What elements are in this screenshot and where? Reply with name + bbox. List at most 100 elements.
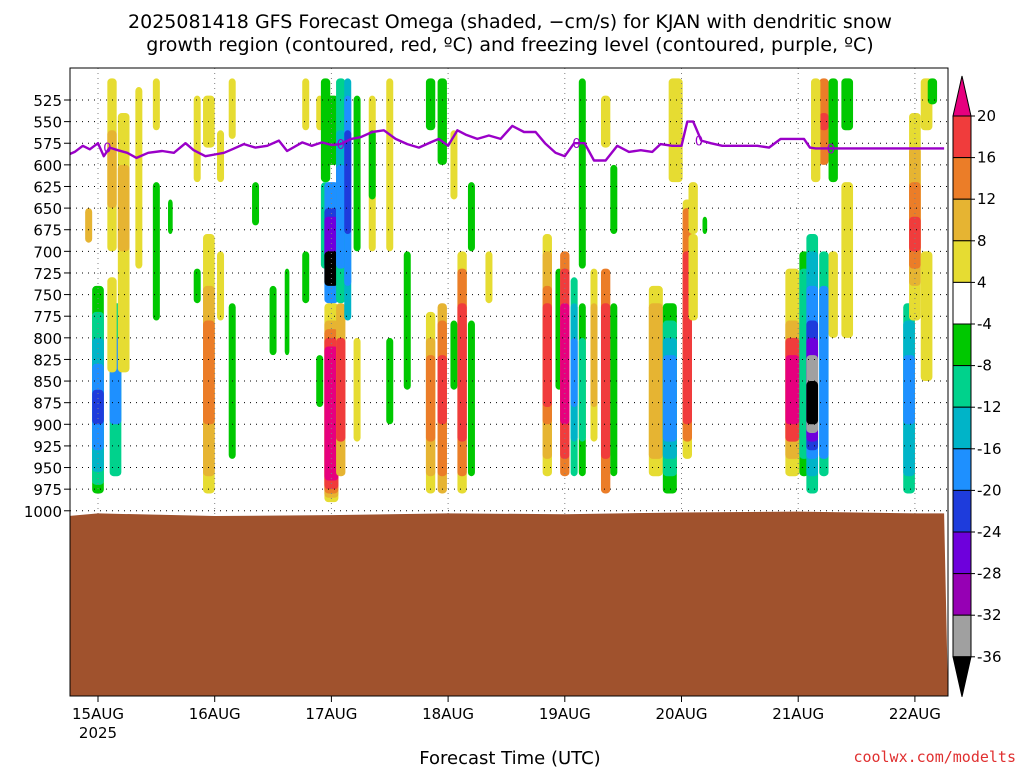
omega-shade-24-0 [403,251,411,390]
chart-title-line2: growth region (contoured, red, ºC) and f… [146,34,873,56]
omega-shade-30-0 [485,251,493,304]
omega-shade-21-1 [353,337,361,442]
x-tick-label-19AUG: 19AUG [539,705,591,723]
x-tick-label-18AUG: 18AUG [422,705,474,723]
y-tick-label-650: 650 [33,200,62,218]
colorbar-label--20: -20 [977,481,1002,499]
omega-shade-48-1 [819,112,829,131]
omega-shade-35-2 [578,337,586,442]
omega-shade-49-0 [811,78,821,183]
omega-shade-19-2 [336,164,346,269]
omega-shade-25-0 [425,78,436,131]
omega-shade-14-0 [284,268,290,356]
freezing-level-label-0: 0 [103,142,111,157]
freezing-level-label-1: 0 [337,138,345,153]
x-axis: 15AUG 16AUG 17AUG 18AUG 19AUG 20AUG 21AUG 22AUG [72,696,941,723]
y-tick-label-525: 525 [33,92,62,110]
omega-shade-38-1 [610,303,618,477]
omega-shading [85,78,938,503]
omega-shade-42-0 [688,182,698,235]
colorbar-swatch-12 [952,573,972,616]
omega-shade-10-0 [217,130,225,183]
omega-shade-11-0 [228,78,236,139]
colorbar-label-16: 16 [977,149,996,167]
omega-shade-27-1 [450,320,458,390]
omega-shade-7-0 [168,199,173,235]
colorbar-label-20: 20 [977,107,996,125]
y-tick-label-575: 575 [33,135,62,153]
y-tick-label-800: 800 [33,330,62,348]
y-tick-label-975: 975 [33,481,62,499]
omega-shade-21-0 [353,95,361,252]
freezing-level-label-4: 0 [827,142,835,157]
colorbar-label-4: 4 [977,273,987,291]
colorbar-top-arrow [952,75,972,117]
omega-shade-10-1 [217,251,225,321]
omega-shade-18-0 [324,95,339,165]
omega-shade-25-3 [425,355,436,442]
x-axis-year: 2025 [79,724,117,742]
chart-title-line1: 2025081418 GFS Forecast Omega (shaded, −… [128,11,892,33]
colorbar-swatch-1 [952,115,972,159]
omega-shade-6-1 [152,182,160,321]
omega-shade-52-2 [903,355,915,425]
omega-shade-20-2 [344,130,352,235]
colorbar-bottom-arrow [952,656,972,697]
colorbar-swatch-11 [952,531,972,575]
omega-shade-22-1 [368,130,376,200]
y-tick-label-725: 725 [33,265,62,283]
omega-shade-36-1 [590,303,598,408]
omega-shade-8-0 [193,95,201,183]
x-axis-label: Forecast Time (UTC) [419,748,600,768]
x-tick-label-21AUG: 21AUG [772,705,824,723]
omega-shade-37-2 [600,303,611,459]
omega-shade-13-0 [269,285,277,356]
colorbar-swatch-7 [952,365,972,408]
omega-shade-35-0 [578,78,586,269]
omega-shade-4-1 [117,164,130,252]
omega-shade-50-0 [828,78,838,183]
omega-shade-38-0 [610,164,618,235]
colorbar-label-8: 8 [977,232,987,250]
y-tick-label-1000: 1000 [24,503,62,521]
x-tick-label-16AUG: 16AUG [189,705,241,723]
omega-shade-54-1 [920,251,933,382]
colorbar-swatch-6 [952,323,972,367]
omega-shade-29-1 [467,320,475,477]
omega-shade-6-0 [152,78,160,131]
omega-shade-8-1 [193,268,201,304]
omega-shade-15-1 [302,251,310,304]
y-tick-label-600: 600 [33,157,62,175]
x-tick-label-15AUG: 15AUG [72,705,124,723]
omega-shade-37-0 [600,95,611,148]
omega-shade-27-0 [450,130,458,200]
y-tick-label-850: 850 [33,373,62,391]
omega-shade-48-3 [819,285,829,459]
y-tick-label-900: 900 [33,416,62,434]
y-tick-label-700: 700 [33,243,62,261]
colorbar-swatch-8 [952,406,972,450]
colorbar-label--36: -36 [977,648,1002,666]
colorbar-label--24: -24 [977,523,1002,541]
x-tick-label-17AUG: 17AUG [305,705,357,723]
y-tick-label-925: 925 [33,438,62,456]
omega-shade-26-3 [437,355,447,425]
colorbar-label--12: -12 [977,398,1002,416]
freezing-level-contour: 0 0 0 0 0 [70,120,945,162]
omega-shade-28-2 [457,303,467,442]
colorbar-swatch-9 [952,448,972,491]
omega-shade-47-6 [806,381,819,425]
omega-shade-0-4 [92,389,104,425]
omega-shade-5-0 [135,87,143,269]
ground-area [70,511,948,696]
colorbar-label--8: -8 [977,357,992,375]
colorbar-label-12: 12 [977,190,996,208]
y-tick-label-625: 625 [33,178,62,196]
colorbar-label--4: -4 [977,315,992,333]
omega-shade-40-3 [662,355,677,442]
colorbar-swatch-10 [952,489,972,533]
source-credit: coolwx.com/modelts [853,748,1016,766]
omega-shade-53-3 [909,216,921,252]
y-tick-label-825: 825 [33,351,62,369]
colorbar-label--28: -28 [977,565,1002,583]
